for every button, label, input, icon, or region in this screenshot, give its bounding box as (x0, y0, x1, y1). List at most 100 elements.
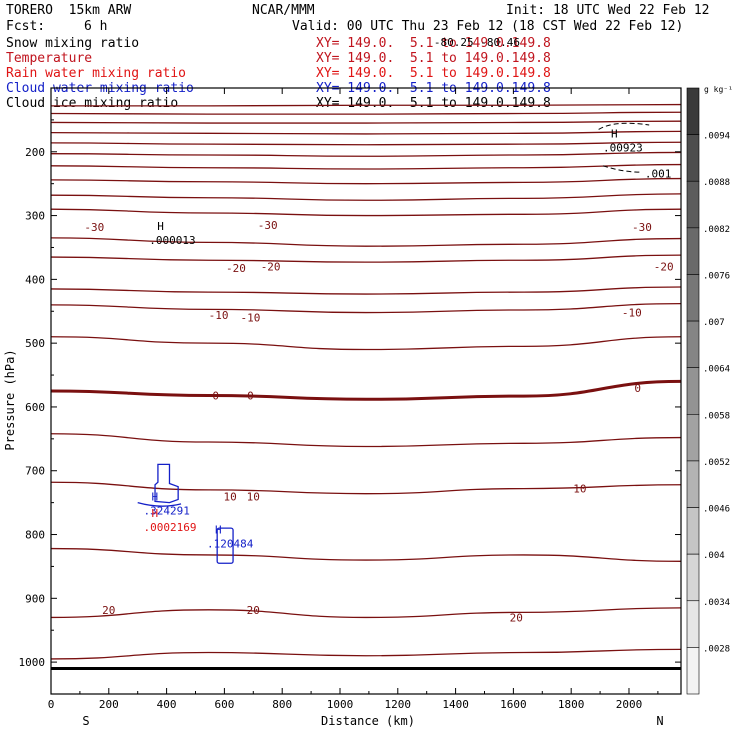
isotherm-label: 0 (247, 389, 254, 402)
field-xy-snow: XY= 149.0. 5.1 to 149.0.149.8 (316, 36, 551, 51)
cloud-water-contour (137, 502, 182, 507)
x-tick-label: 1200 (385, 698, 412, 711)
isotherm-layer: -30 -30 -30 -20 -20 -20 -10 -10 -10 0 0 0 10 10 10 20 20… (50, 103, 682, 670)
isotherm-label: 10 (224, 490, 237, 503)
colorbar-tick-label: .0058 (703, 411, 730, 421)
isotherm-line (50, 163, 682, 170)
center-label: NCAR/MMM (252, 3, 315, 18)
y-tick-label: 500 (25, 337, 45, 350)
y-tick-label: 300 (25, 210, 45, 223)
colorbar-tick-label: .0046 (703, 505, 730, 515)
isotherm-line (50, 648, 682, 660)
cloud-water-contour (154, 463, 179, 504)
isotherm-label: -10 (240, 312, 260, 325)
isotherm-label: 0 (634, 382, 641, 395)
cloud-water-contour (216, 527, 234, 564)
x-axis-label: Distance (km) (321, 714, 415, 728)
colorbar-swatch (686, 600, 700, 648)
isotherm-label: 10 (573, 483, 586, 496)
isotherm-line (50, 111, 682, 115)
colorbar-swatch (686, 414, 700, 462)
max-value-label: -80.25 -80.46 (434, 36, 520, 49)
field-xy-rain: XY= 149.0. 5.1 to 149.0.149.8 (316, 66, 551, 81)
colorbar-tick-label: .0034 (703, 598, 730, 608)
x-tick-label: 0 (48, 698, 55, 711)
y-tick-label: 800 (25, 529, 45, 542)
snow-mixing-contour (598, 122, 650, 130)
y-tick-label: 900 (25, 592, 45, 605)
isotherm-line (50, 547, 682, 562)
x-axis-north-label: N (656, 714, 663, 728)
isotherm-line (50, 130, 682, 135)
colorbar-swatch (686, 460, 700, 508)
init-time: Init: 18 UTC Wed 22 Feb 12 (506, 3, 710, 18)
snow-mixing-contour (602, 165, 642, 173)
isotherm-label: 0 (212, 389, 219, 402)
x-tick-label: 1800 (558, 698, 585, 711)
max-value-label: .0002169 (143, 521, 196, 534)
isotherm-label: 20 (102, 604, 115, 617)
max-value-label: .324291 (143, 504, 189, 517)
isotherm-line (50, 302, 682, 314)
colorbar-swatch (686, 320, 700, 368)
x-tick-label: 400 (157, 698, 177, 711)
y-tick-label: 700 (25, 465, 45, 478)
x-tick-label: 1000 (327, 698, 354, 711)
isotherm-line (50, 336, 682, 351)
axes-layer: 0 200 400 600 800 1000 1200 1400 1600 1800 2000200… (19, 87, 682, 711)
y-tick-label: 400 (25, 273, 45, 286)
isotherm-label: -30 (84, 221, 104, 234)
isotherm-line (50, 379, 682, 401)
isotherm-line (50, 286, 682, 295)
isotherm-line (50, 193, 682, 201)
y-tick-label: 1000 (19, 656, 46, 669)
isotherm-line (50, 254, 682, 263)
colorbar: .0094 .0088 .0082 .0076 .007 .0064 .0058 .0052.… (686, 87, 730, 695)
y-tick-label: 600 (25, 401, 45, 414)
isotherm-line (50, 607, 682, 619)
isotherm-label: -20 (654, 261, 674, 274)
colorbar-swatch (686, 180, 700, 229)
x-axis-south-label: S (82, 714, 89, 728)
isotherm-line (51, 103, 682, 107)
forecast-hour: 6 h (84, 19, 108, 34)
colorbar-swatch (686, 134, 700, 182)
field-xy-cloud-ice: XY= 149.0. 5.1 to 149.0.149.8 (316, 96, 551, 111)
colorbar-tick-label: .0028 (703, 644, 730, 654)
isotherm-line (50, 237, 682, 247)
high-marker: H (151, 507, 158, 520)
isotherm-label: -20 (261, 261, 281, 274)
x-tick-label: 2000 (616, 698, 643, 711)
isotherm-label: 20 (247, 604, 260, 617)
colorbar-tick-label: .0088 (703, 178, 730, 188)
colorbar-swatch (686, 227, 700, 275)
colorbar-tick-label: .0052 (703, 458, 730, 468)
field-name-snow: Snow mixing ratio (6, 36, 140, 51)
x-tick-label: 600 (214, 698, 234, 711)
y-tick-label: 200 (25, 146, 45, 159)
model-title: TORERO 15km ARW (6, 3, 132, 18)
x-tick-label: 800 (272, 698, 292, 711)
high-marker: H (215, 524, 222, 537)
field-name-rain: Rain water mixing ratio (6, 66, 187, 81)
isotherm-line (50, 208, 682, 217)
valid-time: Valid: 00 UTC Thu 23 Feb 12 (18 CST Wed … (292, 19, 684, 34)
max-value-label: .120484 (207, 538, 254, 551)
colorbar-tick-label: .007 (703, 318, 725, 328)
colorbar-tick-label: .0076 (703, 271, 730, 281)
field-name-temperature: Temperature (6, 51, 93, 66)
colorbar-tick-label: .004 (703, 551, 725, 561)
forecast-label: Fcst: (6, 19, 46, 34)
colorbar-tick-label: .0082 (703, 225, 730, 235)
isotherm-label: -20 (226, 262, 246, 275)
high-marker: H (151, 490, 158, 503)
colorbar-tick-label: .0064 (703, 365, 730, 375)
isotherm-label: -10 (209, 309, 229, 322)
colorbar-unit: g kg⁻¹ (704, 85, 733, 94)
field-name-cloud-ice: Cloud ice mixing ratio (6, 96, 179, 111)
colorbar-swatch (686, 507, 700, 555)
x-tick-label: 200 (99, 698, 119, 711)
y-axis-label: Pressure (hPa) (3, 349, 17, 450)
